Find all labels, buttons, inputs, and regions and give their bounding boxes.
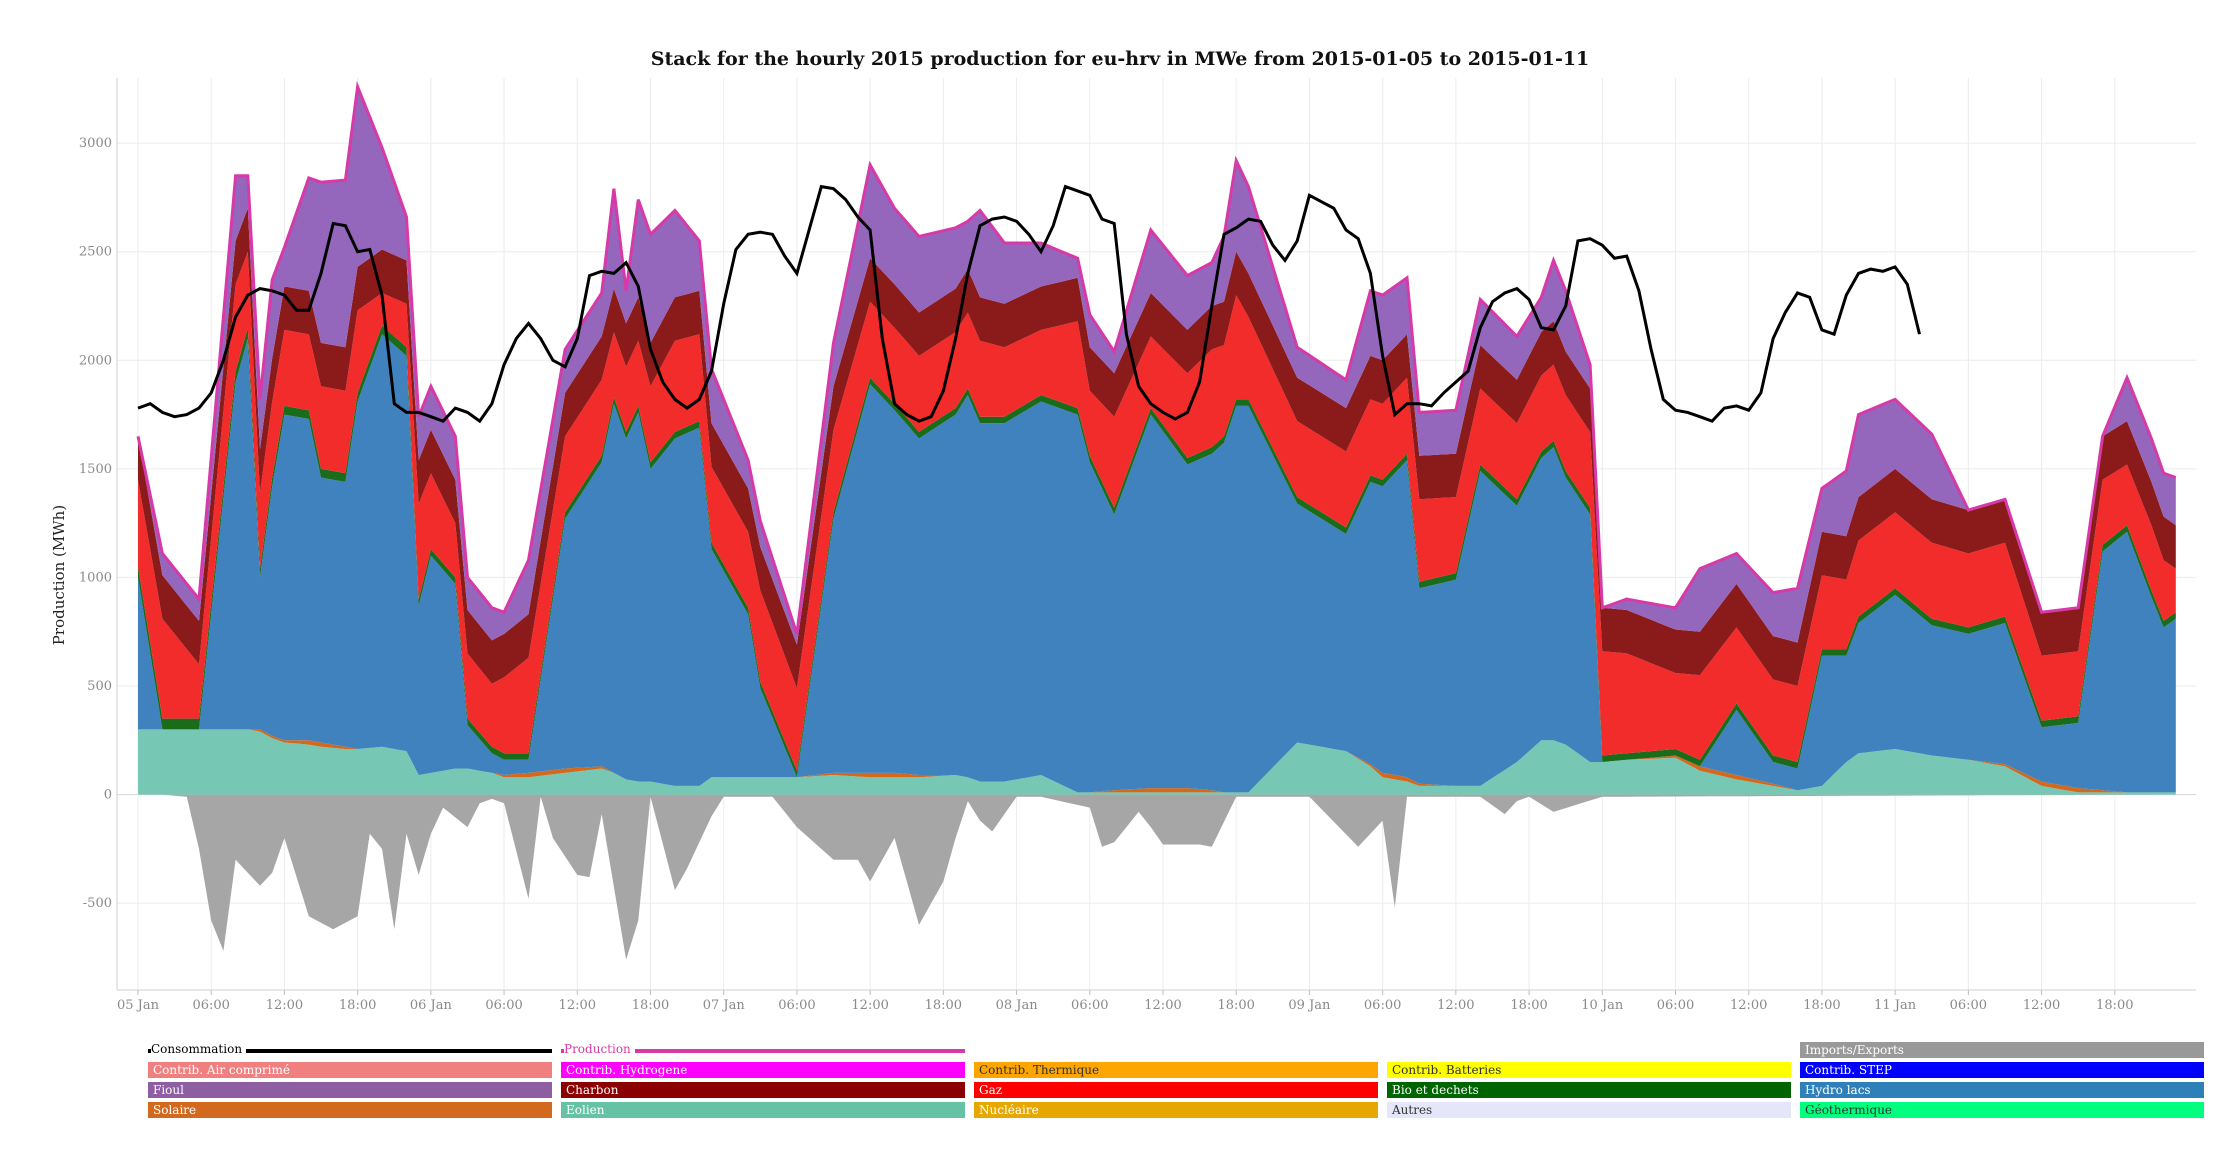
x-tick-label: 08 Jan bbox=[996, 998, 1039, 1013]
legend-row: Consommation Production Imports/Exports bbox=[148, 1040, 2214, 1060]
x-tick-label: 10 Jan bbox=[1581, 998, 1624, 1013]
legend-cell: Fioul bbox=[148, 1080, 561, 1100]
y-axis-label: Production (MWh) bbox=[50, 505, 68, 645]
x-tick-label: 12:00 bbox=[1437, 998, 1474, 1013]
y-tick-label: 2500 bbox=[79, 245, 112, 260]
chart-title: Stack for the hourly 2015 production for… bbox=[650, 48, 1590, 70]
x-tick-label: 05 Jan bbox=[117, 998, 160, 1013]
area-charbon bbox=[138, 208, 2176, 689]
x-tick-label: 12:00 bbox=[851, 998, 888, 1013]
x-tick-label: 12:00 bbox=[1144, 998, 1181, 1013]
legend-cell: Imports/Exports bbox=[1800, 1040, 2213, 1060]
legend-cell: Contrib. Hydrogene bbox=[561, 1060, 974, 1080]
legend-cell: Géothermique bbox=[1800, 1100, 2213, 1120]
legend-item[interactable]: Contrib. Thermique bbox=[974, 1062, 1378, 1078]
legend-cell bbox=[974, 1040, 1387, 1060]
legend-item[interactable]: Autres bbox=[1387, 1102, 1791, 1118]
legend-cell: Nucléaire bbox=[974, 1100, 1387, 1120]
x-tick-label: 18:00 bbox=[1217, 998, 1254, 1013]
x-tick-label: 06:00 bbox=[1364, 998, 1401, 1013]
x-tick-label: 06:00 bbox=[778, 998, 815, 1013]
legend-item[interactable]: Contrib. Batteries bbox=[1387, 1062, 1791, 1078]
axes: -500 0 500 1000 1500 2000 2500 3000 05 Jan 06:00 1… bbox=[79, 78, 2196, 1013]
legend-item[interactable]: Contrib. STEP bbox=[1800, 1062, 2204, 1078]
x-tick-label: 18:00 bbox=[1803, 998, 1840, 1013]
legend-line-label: Production bbox=[564, 1041, 635, 1057]
consumption-line bbox=[137, 184, 1921, 424]
x-tick-label: 09 Jan bbox=[1288, 998, 1331, 1013]
x-tick-label: 06:00 bbox=[192, 998, 229, 1013]
legend-cell: Bio et dechets bbox=[1387, 1080, 1800, 1100]
y-tick-label: 1500 bbox=[79, 462, 112, 477]
area-imports-exports bbox=[138, 794, 2176, 960]
x-tick-label: 11 Jan bbox=[1874, 998, 1917, 1013]
legend-row: Fioul Charbon Gaz Bio et dechets Hydro lacs bbox=[148, 1080, 2214, 1100]
x-tick-label: 06:00 bbox=[1657, 998, 1694, 1013]
y-tick-label: 0 bbox=[104, 788, 112, 803]
x-tick-label: 12:00 bbox=[2023, 998, 2060, 1013]
legend-cell: Charbon bbox=[561, 1080, 974, 1100]
x-tick-label: 18:00 bbox=[1510, 998, 1547, 1013]
lines bbox=[136, 80, 2177, 635]
x-tick-label: 18:00 bbox=[2096, 998, 2133, 1013]
legend-item[interactable]: Nucléaire bbox=[974, 1102, 1378, 1118]
area-hydro-lacs bbox=[138, 334, 2176, 793]
area-eolien bbox=[138, 729, 2176, 795]
legend-cell: Autres bbox=[1387, 1100, 1800, 1120]
x-tick-label: 07 Jan bbox=[703, 998, 746, 1013]
production-line bbox=[136, 80, 2177, 635]
legend-item[interactable]: Gaz bbox=[974, 1082, 1378, 1098]
area-gaz bbox=[138, 251, 2176, 771]
legend-cell: Contrib. Thermique bbox=[974, 1060, 1387, 1080]
legend: Consommation Production Imports/Exports Con… bbox=[148, 1040, 2214, 1120]
y-tick-label: 3000 bbox=[79, 136, 112, 151]
legend-line-swatch bbox=[561, 1049, 965, 1053]
legend-item[interactable]: Hydro lacs bbox=[1800, 1082, 2204, 1098]
legend-cell: Contrib. STEP bbox=[1800, 1060, 2213, 1080]
x-tick-label: 12:00 bbox=[266, 998, 303, 1013]
legend-cell: Hydro lacs bbox=[1800, 1080, 2213, 1100]
legend-line-swatch bbox=[148, 1049, 552, 1053]
legend-item[interactable]: Contrib. Hydrogene bbox=[561, 1062, 965, 1078]
legend-item[interactable]: Eolien bbox=[561, 1102, 965, 1118]
x-tick-label: 18:00 bbox=[632, 998, 669, 1013]
stacked-areas bbox=[138, 86, 2176, 795]
x-tick-label: 18:00 bbox=[339, 998, 376, 1013]
legend-cell: Gaz bbox=[974, 1080, 1387, 1100]
legend-cell: Solaire bbox=[148, 1100, 561, 1120]
x-tick-label: 06:00 bbox=[485, 998, 522, 1013]
y-tick-label: 500 bbox=[87, 679, 112, 694]
legend-cell: Consommation bbox=[148, 1040, 561, 1060]
chart-area: -500 0 500 1000 1500 2000 2500 3000 05 Jan 06:00 1… bbox=[50, 78, 2196, 1013]
legend-item[interactable]: Imports/Exports bbox=[1800, 1042, 2204, 1058]
legend-cell: Contrib. Batteries bbox=[1387, 1060, 1800, 1080]
legend-cell: Eolien bbox=[561, 1100, 974, 1120]
legend-item[interactable]: Solaire bbox=[148, 1102, 552, 1118]
legend-cell: Production bbox=[561, 1040, 974, 1060]
legend-row: Contrib. Air comprimé Contrib. Hydrogene C… bbox=[148, 1060, 2214, 1080]
legend-line-label: Consommation bbox=[151, 1041, 247, 1057]
legend-cell bbox=[1387, 1040, 1800, 1060]
x-tick-label: 06:00 bbox=[1071, 998, 1108, 1013]
legend-item[interactable]: Géothermique bbox=[1800, 1102, 2204, 1118]
x-tick-label: 06 Jan bbox=[410, 998, 453, 1013]
x-tick-label: 12:00 bbox=[1730, 998, 1767, 1013]
x-tick-label: 12:00 bbox=[559, 998, 596, 1013]
legend-item[interactable]: Charbon bbox=[561, 1082, 965, 1098]
legend-item[interactable]: Fioul bbox=[148, 1082, 552, 1098]
legend-cell: Contrib. Air comprimé bbox=[148, 1060, 561, 1080]
legend-row: Solaire Eolien Nucléaire Autres Géothermique bbox=[148, 1100, 2214, 1120]
y-tick-label: -500 bbox=[83, 896, 112, 911]
legend-item[interactable]: Contrib. Air comprimé bbox=[148, 1062, 552, 1078]
y-tick-label: 2000 bbox=[79, 353, 112, 368]
negative-areas bbox=[138, 794, 2176, 960]
x-tick-label: 06:00 bbox=[1950, 998, 1987, 1013]
x-tick-label: 18:00 bbox=[925, 998, 962, 1013]
legend-item[interactable]: Bio et dechets bbox=[1387, 1082, 1791, 1098]
y-tick-label: 1000 bbox=[79, 570, 112, 585]
